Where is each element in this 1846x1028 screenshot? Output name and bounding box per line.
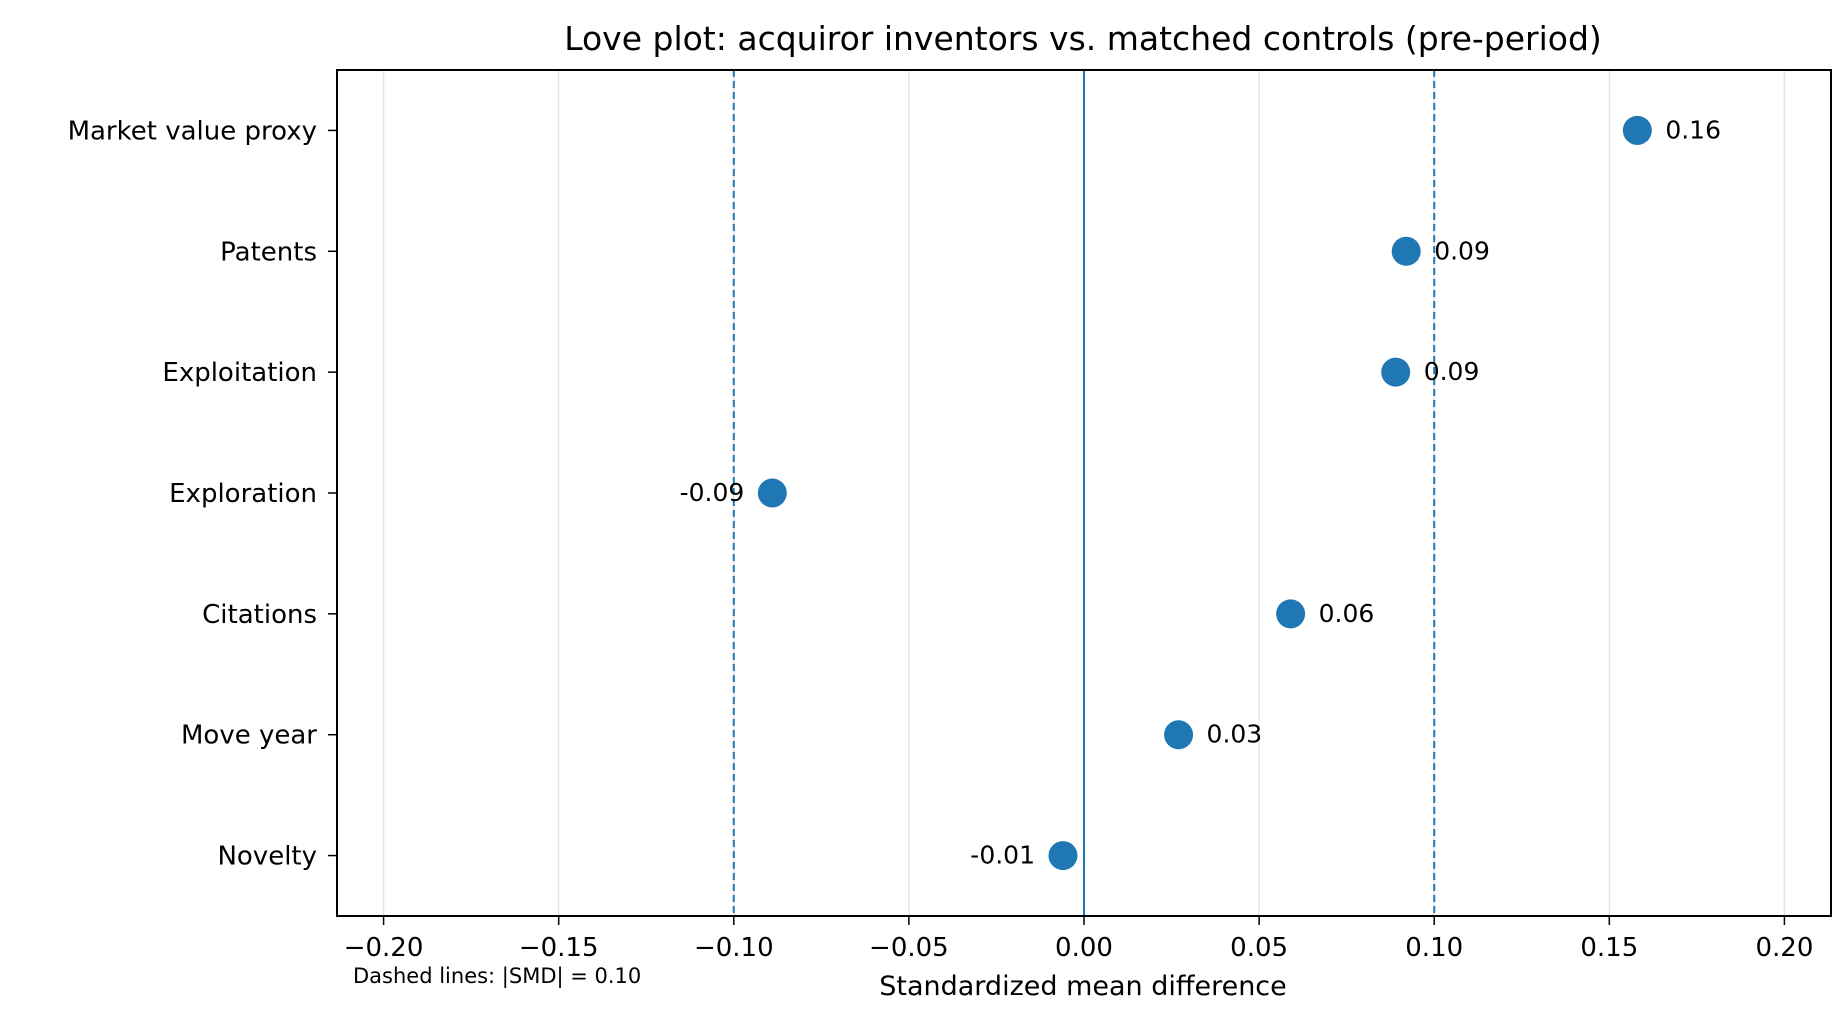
- x-tick-label: −0.15: [519, 933, 599, 963]
- data-point: [1391, 236, 1421, 266]
- x-tick-label: −0.10: [694, 933, 774, 963]
- data-label: -0.09: [680, 478, 745, 507]
- x-tick-label: −0.20: [344, 933, 424, 963]
- data-point: [1276, 599, 1306, 629]
- x-tick-label: −0.05: [869, 933, 949, 963]
- x-axis-ticks: −0.20 −0.15 −0.10 −0.05 0.00 0.05 0.10 0.15 0.20: [344, 916, 1813, 963]
- y-tick-label: Market value proxy: [68, 116, 317, 146]
- x-tick-label: 0.00: [1055, 933, 1113, 963]
- data-point: [757, 478, 787, 508]
- data-label: 0.03: [1207, 720, 1263, 749]
- data-label: 0.06: [1319, 599, 1375, 628]
- data-label: 0.09: [1434, 236, 1490, 265]
- x-tick-label: 0.20: [1755, 933, 1813, 963]
- x-tick-label: 0.15: [1580, 933, 1638, 963]
- y-tick-label: Move year: [181, 721, 317, 751]
- x-axis-label: Standardized mean difference: [879, 971, 1287, 1002]
- chart-title: Love plot: acquiror inventors vs. matche…: [564, 19, 1602, 58]
- y-tick-label: Patents: [220, 237, 317, 267]
- data-point: [1381, 357, 1411, 387]
- data-point: [1048, 841, 1078, 871]
- threshold-annotation: Dashed lines: |SMD| = 0.10: [353, 964, 641, 989]
- y-tick-label: Exploration: [169, 479, 317, 509]
- y-tick-label: Exploitation: [162, 358, 317, 388]
- data-point: [1164, 720, 1194, 750]
- data-label: 0.16: [1665, 115, 1721, 144]
- data-point: [1622, 115, 1652, 145]
- data-label: -0.01: [970, 841, 1035, 870]
- y-tick-label: Citations: [202, 600, 317, 630]
- x-tick-label: 0.05: [1230, 933, 1288, 963]
- reference-lines: [732, 70, 1436, 916]
- y-tick-label: Novelty: [217, 842, 317, 872]
- data-points: 0.16 0.09 0.09 -0.09 0.06 0.03 -0.01: [680, 115, 1721, 871]
- data-label: 0.09: [1424, 357, 1480, 386]
- y-axis-ticks: Market value proxy Patents Exploitation Exp…: [68, 116, 337, 872]
- x-tick-label: 0.10: [1405, 933, 1463, 963]
